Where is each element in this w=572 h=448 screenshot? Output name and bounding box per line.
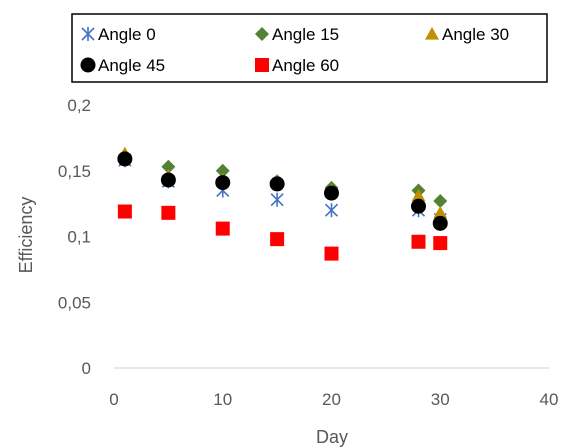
data-point xyxy=(432,215,448,231)
data-point xyxy=(324,203,339,218)
data-point xyxy=(161,159,176,174)
data-point xyxy=(117,151,133,167)
data-point xyxy=(160,172,176,188)
legend-marker xyxy=(80,57,96,73)
x-tick-label: 10 xyxy=(213,390,232,409)
data-point xyxy=(433,205,448,219)
y-tick-labels: 0 0,05 0,1 0,15 0,2 xyxy=(58,96,91,378)
data-point xyxy=(411,188,426,202)
legend-entry: Angle 15 xyxy=(255,25,339,44)
legend-label: Angle 45 xyxy=(98,56,165,75)
series-angle-45 xyxy=(117,151,448,231)
data-point xyxy=(215,163,230,178)
x-tick-labels: 0 10 20 30 40 xyxy=(109,390,558,409)
x-tick-label: 0 xyxy=(109,390,118,409)
x-tick-label: 20 xyxy=(322,390,341,409)
y-tick-label: 0,2 xyxy=(67,96,91,115)
legend-marker xyxy=(255,58,269,72)
data-point xyxy=(117,204,132,219)
legend-label: Angle 30 xyxy=(442,25,509,44)
data-points xyxy=(117,146,448,261)
y-axis-title: Efficiency xyxy=(16,197,36,274)
data-point xyxy=(270,192,284,207)
legend-marker xyxy=(81,27,95,41)
data-point xyxy=(433,236,448,251)
legend: Angle 0 Angle 15 Angle 30 Angle 45 Angle 60 xyxy=(71,13,548,83)
data-point xyxy=(324,246,339,261)
legend-marker xyxy=(255,27,269,41)
legend-entry: Angle 45 xyxy=(80,56,165,75)
data-point xyxy=(324,185,339,201)
data-point xyxy=(269,176,285,192)
legend-label: Angle 0 xyxy=(98,25,156,44)
data-point xyxy=(411,234,426,249)
data-point xyxy=(215,221,230,236)
y-tick-label: 0,05 xyxy=(58,293,91,312)
data-point xyxy=(215,175,231,191)
y-tick-label: 0,1 xyxy=(67,228,91,247)
legend-entry: Angle 0 xyxy=(81,25,156,44)
legend-label: Angle 15 xyxy=(272,25,339,44)
x-axis-title: Day xyxy=(316,427,348,447)
x-tick-label: 40 xyxy=(540,390,559,409)
data-point xyxy=(411,198,426,214)
series-angle-60 xyxy=(117,204,448,261)
legend-box xyxy=(71,13,548,83)
legend-entry: Angle 60 xyxy=(255,56,339,75)
legend-entry: Angle 30 xyxy=(425,25,509,44)
data-point xyxy=(270,232,285,247)
data-point xyxy=(433,193,448,208)
data-point xyxy=(161,205,176,220)
legend-label: Angle 60 xyxy=(272,56,339,75)
legend-marker xyxy=(425,27,439,40)
x-tick-label: 30 xyxy=(431,390,450,409)
y-tick-label: 0 xyxy=(82,359,91,378)
y-tick-label: 0,15 xyxy=(58,162,91,181)
